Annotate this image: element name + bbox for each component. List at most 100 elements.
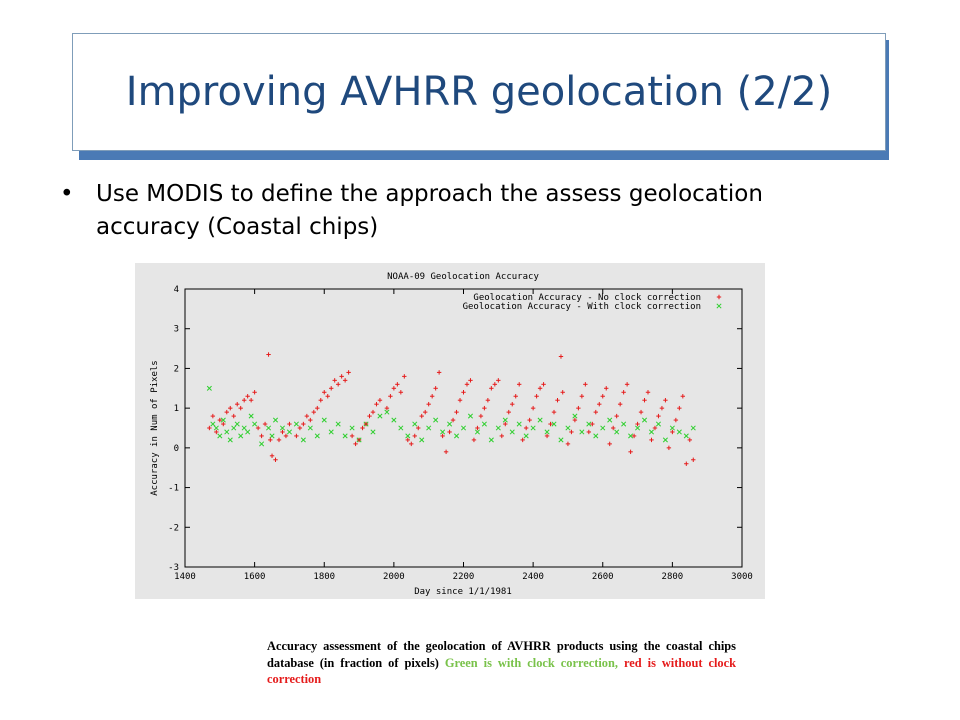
point-no-clock <box>544 433 550 439</box>
point-with-clock <box>252 421 258 427</box>
point-no-clock <box>517 382 522 387</box>
x-tick-label: 1800 <box>313 572 335 582</box>
point-with-clock <box>370 429 376 435</box>
point-no-clock <box>513 394 518 399</box>
point-no-clock <box>673 417 679 423</box>
point-with-clock <box>314 433 320 439</box>
point-no-clock <box>614 413 619 419</box>
point-no-clock <box>377 398 383 403</box>
marker-stroke <box>293 421 299 427</box>
title-box: Improving AVHRR geolocation (2/2) <box>72 33 886 151</box>
point-with-clock <box>648 429 655 435</box>
marker-stroke <box>265 425 272 431</box>
point-with-clock <box>398 425 404 431</box>
point-no-clock <box>217 417 223 423</box>
point-with-clock <box>349 425 355 431</box>
marker-stroke <box>600 425 606 431</box>
point-with-clock <box>641 417 648 423</box>
marker-stroke <box>206 385 212 391</box>
point-with-clock <box>342 433 348 439</box>
point-no-clock <box>635 421 640 427</box>
point-with-clock <box>565 425 571 431</box>
marker-stroke <box>231 425 237 431</box>
point-no-clock <box>308 417 313 423</box>
point-with-clock <box>628 433 634 439</box>
marker-stroke <box>398 425 404 431</box>
y-tick-label: 0 <box>174 444 179 454</box>
point-no-clock <box>416 425 421 431</box>
point-with-clock <box>551 421 557 427</box>
point-no-clock <box>339 374 344 379</box>
marker-stroke <box>248 413 254 419</box>
point-no-clock <box>276 437 282 443</box>
point-with-clock <box>210 421 216 427</box>
point-no-clock <box>482 405 487 411</box>
legend-label-with-clock: Geolocation Accuracy - With clock correc… <box>463 302 701 312</box>
point-no-clock <box>388 394 393 399</box>
marker-stroke <box>307 425 313 431</box>
y-tick-label: 4 <box>174 285 179 295</box>
marker-stroke <box>502 417 508 423</box>
marker-stroke <box>238 433 244 439</box>
x-tick-label: 3000 <box>731 572 753 582</box>
point-with-clock <box>655 421 662 427</box>
point-no-clock <box>273 457 278 462</box>
point-no-clock <box>436 370 442 375</box>
point-with-clock <box>544 429 550 435</box>
marker-stroke <box>607 417 613 423</box>
point-no-clock <box>443 449 449 455</box>
marker-stroke <box>509 429 515 435</box>
point-with-clock <box>474 429 480 435</box>
point-with-clock <box>440 429 446 435</box>
point-no-clock <box>363 421 369 427</box>
marker-stroke <box>433 417 439 423</box>
marker-stroke <box>565 425 571 431</box>
point-no-clock <box>301 421 306 427</box>
marker-stroke <box>300 437 306 443</box>
marker-stroke <box>234 421 240 427</box>
point-no-clock <box>283 433 289 439</box>
point-with-clock <box>206 385 212 391</box>
point-with-clock <box>593 433 599 439</box>
point-no-clock <box>656 413 661 419</box>
point-no-clock <box>342 378 348 383</box>
point-no-clock <box>370 409 376 415</box>
point-no-clock <box>255 425 261 431</box>
point-no-clock <box>457 398 463 403</box>
point-with-clock <box>272 417 279 423</box>
point-no-clock <box>530 405 536 411</box>
point-no-clock <box>367 413 372 419</box>
point-no-clock <box>207 425 212 431</box>
point-no-clock <box>680 394 686 399</box>
point-with-clock <box>572 413 578 419</box>
marker-stroke <box>690 425 696 431</box>
y-axis-label: Accuracy in Num of Pixels <box>150 360 160 495</box>
marker-stroke <box>405 433 411 439</box>
marker-stroke <box>279 425 286 431</box>
point-with-clock <box>328 429 334 435</box>
point-no-clock <box>374 401 379 407</box>
point-with-clock <box>259 441 265 447</box>
point-no-clock <box>597 401 602 407</box>
point-no-clock <box>506 409 511 415</box>
marker-stroke <box>460 425 467 431</box>
marker-stroke <box>245 429 251 435</box>
point-no-clock <box>325 394 330 399</box>
point-no-clock <box>315 405 320 411</box>
point-no-clock <box>687 437 692 443</box>
point-no-clock <box>468 378 473 383</box>
point-with-clock <box>516 421 522 427</box>
marker-stroke <box>662 437 668 443</box>
point-no-clock <box>523 425 529 431</box>
point-no-clock <box>356 437 362 443</box>
point-with-clock <box>586 421 592 427</box>
point-with-clock <box>426 425 432 431</box>
point-no-clock <box>349 433 355 439</box>
point-with-clock <box>481 421 487 427</box>
point-no-clock <box>391 386 397 391</box>
legend-label-no-clock: Geolocation Accuracy - No clock correcti… <box>473 293 701 303</box>
point-no-clock <box>492 382 498 387</box>
point-with-clock <box>683 433 689 439</box>
marker-stroke <box>370 429 376 435</box>
point-no-clock <box>534 394 539 399</box>
